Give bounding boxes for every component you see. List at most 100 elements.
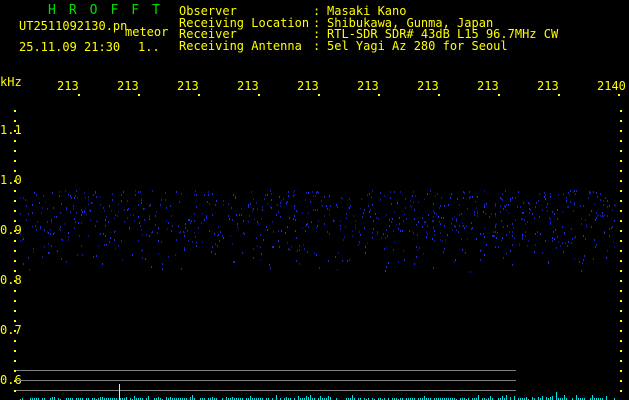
level-bar bbox=[324, 398, 325, 400]
signal-dot bbox=[82, 254, 83, 256]
signal-dot bbox=[51, 219, 52, 221]
signal-dot bbox=[510, 198, 511, 200]
signal-dot bbox=[400, 191, 401, 193]
signal-dot bbox=[440, 205, 441, 207]
signal-dot bbox=[340, 220, 341, 222]
signal-dot bbox=[389, 225, 390, 227]
level-bar bbox=[518, 398, 519, 400]
signal-dot bbox=[170, 205, 171, 207]
info-label: Observer bbox=[179, 4, 237, 18]
signal-dot bbox=[234, 261, 235, 263]
signal-dot bbox=[507, 225, 508, 227]
signal-dot bbox=[550, 223, 551, 225]
signal-dot bbox=[260, 259, 261, 261]
signal-dot bbox=[286, 203, 287, 205]
signal-dot bbox=[365, 252, 366, 254]
signal-dot bbox=[444, 248, 445, 250]
x-tick-label: 213 bbox=[417, 79, 439, 93]
signal-dot bbox=[77, 254, 78, 256]
signal-dot bbox=[28, 257, 29, 259]
signal-dot bbox=[194, 213, 195, 215]
signal-dot bbox=[256, 202, 257, 204]
signal-dot bbox=[341, 197, 342, 199]
signal-dot bbox=[95, 191, 96, 193]
signal-dot bbox=[158, 253, 159, 255]
info-value: RTL-SDR SDR# 43dB L15 96.7MHz CW bbox=[327, 27, 559, 41]
signal-dot bbox=[317, 191, 318, 193]
signal-dot bbox=[524, 219, 525, 221]
signal-dot bbox=[443, 251, 444, 253]
signal-dot bbox=[404, 213, 405, 215]
level-bar bbox=[594, 398, 595, 400]
signal-dot bbox=[260, 234, 261, 236]
signal-dot bbox=[257, 221, 258, 223]
signal-dot bbox=[208, 191, 209, 193]
signal-dot bbox=[171, 230, 172, 232]
signal-dot bbox=[141, 198, 142, 200]
level-bar bbox=[294, 398, 295, 400]
signal-dot bbox=[53, 207, 54, 209]
signal-dot bbox=[179, 232, 180, 234]
signal-dot bbox=[589, 193, 590, 195]
signal-dot bbox=[427, 233, 428, 235]
signal-dot bbox=[394, 241, 395, 243]
signal-dot bbox=[121, 200, 122, 202]
signal-dot bbox=[212, 193, 213, 195]
signal-dot bbox=[333, 220, 334, 222]
signal-dot bbox=[324, 196, 325, 198]
signal-dot bbox=[257, 208, 258, 210]
x-tick bbox=[318, 94, 320, 96]
signal-dot bbox=[477, 215, 478, 217]
level-bar bbox=[58, 398, 59, 400]
level-bar bbox=[454, 398, 455, 400]
signal-dot bbox=[211, 251, 212, 253]
x-tick bbox=[378, 94, 380, 96]
signal-dot bbox=[583, 205, 584, 207]
signal-dot bbox=[41, 212, 42, 214]
signal-dot bbox=[184, 249, 185, 251]
signal-dot bbox=[397, 202, 398, 204]
signal-dot bbox=[501, 239, 502, 241]
signal-dot bbox=[530, 209, 531, 211]
signal-dot bbox=[614, 220, 615, 222]
signal-dot bbox=[375, 213, 376, 215]
signal-dot bbox=[273, 231, 274, 233]
level-bar bbox=[228, 398, 229, 400]
signal-dot bbox=[363, 212, 364, 214]
signal-dot bbox=[515, 219, 516, 221]
level-bar bbox=[36, 398, 37, 400]
y-tick bbox=[620, 250, 622, 252]
signal-dot bbox=[90, 219, 91, 221]
signal-dot bbox=[196, 206, 197, 208]
signal-dot bbox=[145, 258, 146, 260]
level-bar bbox=[170, 397, 171, 400]
level-bar bbox=[104, 398, 105, 400]
signal-dot bbox=[261, 218, 262, 220]
signal-dot bbox=[23, 238, 24, 240]
signal-dot bbox=[293, 218, 294, 220]
signal-dot bbox=[536, 202, 537, 204]
signal-dot bbox=[434, 230, 435, 232]
signal-dot bbox=[287, 242, 288, 244]
signal-dot bbox=[201, 222, 202, 224]
x-tick bbox=[258, 94, 260, 96]
signal-dot bbox=[32, 226, 33, 228]
signal-dot bbox=[158, 227, 159, 229]
signal-dot bbox=[319, 267, 320, 269]
signal-dot bbox=[518, 191, 519, 193]
signal-dot bbox=[138, 216, 139, 218]
signal-dot bbox=[520, 206, 521, 208]
signal-dot bbox=[404, 259, 405, 261]
signal-dot bbox=[603, 200, 604, 202]
level-bar bbox=[190, 397, 191, 400]
signal-dot bbox=[54, 232, 55, 234]
signal-dot bbox=[152, 190, 153, 192]
signal-dot bbox=[440, 223, 441, 225]
signal-dot bbox=[188, 219, 189, 221]
signal-dot bbox=[581, 223, 582, 225]
info-label: Receiving Location bbox=[179, 15, 310, 30]
signal-dot bbox=[104, 244, 105, 246]
signal-dot bbox=[433, 210, 434, 212]
signal-dot bbox=[52, 192, 53, 194]
signal-dot bbox=[316, 192, 317, 194]
